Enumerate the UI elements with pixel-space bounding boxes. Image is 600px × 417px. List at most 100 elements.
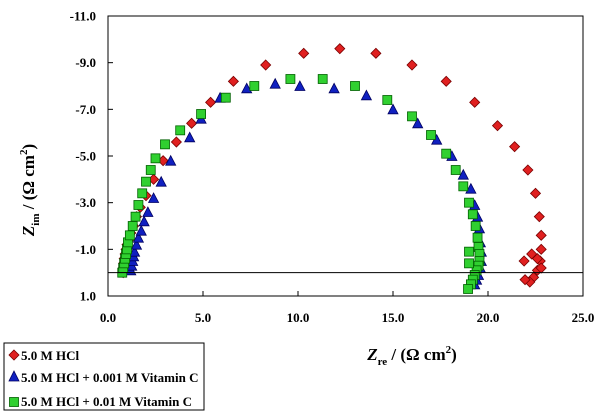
- x-axis-title-sub: re: [378, 356, 388, 368]
- y-tick-label: -3.0: [75, 195, 96, 210]
- data-point: [334, 43, 346, 55]
- data-point: [491, 120, 504, 132]
- data-point: [412, 117, 424, 129]
- data-point: [522, 164, 534, 176]
- data-point: [470, 221, 481, 231]
- data-point: [249, 81, 260, 91]
- x-axis-title-close: ): [451, 345, 457, 364]
- legend-frame: [3, 342, 205, 411]
- data-point: [294, 80, 306, 91]
- data-point: [128, 245, 141, 257]
- data-point: [170, 136, 182, 148]
- data-point: [441, 148, 452, 159]
- y-axis-title-sub: im: [30, 214, 42, 226]
- diamond-marker-icon: [8, 349, 20, 361]
- data-point: [450, 165, 461, 175]
- data-point: [458, 181, 469, 192]
- x-axis-title-unit: / (Ω cm: [387, 345, 445, 364]
- data-point: [186, 117, 198, 129]
- data-point: [155, 175, 167, 187]
- x-tick-label: 20.0: [477, 310, 500, 325]
- data-point: [141, 176, 151, 187]
- y-tick-label: -9.0: [75, 55, 96, 70]
- x-tick-label: 15.0: [382, 310, 405, 325]
- data-point: [147, 192, 160, 203]
- data-point: [150, 153, 161, 164]
- y-axis-title-unit: / (Ω cm: [19, 155, 38, 213]
- y-axis-title-main: Z: [19, 226, 38, 237]
- x-tick-label: 5.0: [195, 310, 211, 325]
- data-point: [533, 211, 545, 223]
- axis-layer: 0.0 5.0 10.0 15.0 20.0 25.0 1.0 -1.0 -3.0 -5.0 -7.…: [70, 9, 595, 326]
- data-point: [531, 253, 543, 265]
- data-point: [465, 182, 477, 194]
- data-point: [529, 187, 542, 199]
- data-point: [130, 211, 141, 222]
- y-tick-label: -11.0: [70, 9, 96, 24]
- data-point: [142, 206, 154, 217]
- y-tick-label: -1.0: [75, 242, 96, 257]
- data-point: [132, 231, 145, 243]
- x-axis-title-sup: 2: [446, 344, 452, 356]
- x-axis-title: Zre / (Ω cm2): [366, 344, 457, 368]
- data-point: [360, 89, 373, 101]
- data-point: [184, 131, 196, 143]
- data-point: [130, 238, 143, 250]
- y-axis-title: Zim / (Ω cm2): [18, 144, 42, 237]
- x-axis-title-main: Z: [366, 345, 377, 364]
- plot-layer: [117, 43, 547, 294]
- data-point: [467, 209, 478, 220]
- square-marker-icon: [9, 397, 19, 407]
- data-point: [464, 258, 474, 269]
- data-point: [127, 221, 138, 231]
- data-point: [135, 224, 147, 236]
- data-point: [387, 103, 399, 115]
- data-point: [160, 139, 170, 150]
- data-point: [382, 95, 393, 105]
- data-point: [519, 274, 531, 286]
- data-point: [464, 197, 474, 208]
- series-group: [117, 74, 485, 294]
- data-point: [124, 230, 135, 241]
- data-point: [145, 165, 156, 175]
- data-point: [407, 111, 417, 122]
- data-point: [220, 92, 231, 103]
- y-tick-label: -7.0: [75, 102, 96, 117]
- triangle-marker-icon: [8, 370, 20, 382]
- data-point: [328, 82, 340, 94]
- data-point: [260, 59, 272, 71]
- series-group: [125, 77, 488, 290]
- y-tick-label: 1.0: [80, 289, 96, 304]
- data-point: [518, 255, 530, 267]
- data-point: [227, 75, 239, 87]
- legend-item: 5.0 M HCl + 0.01 M Vitamin C: [9, 394, 192, 409]
- data-point: [509, 141, 521, 153]
- data-point: [175, 125, 186, 136]
- data-point: [406, 59, 418, 71]
- plot-area-frame: [107, 15, 584, 297]
- data-point: [469, 96, 481, 108]
- data-point: [463, 284, 473, 294]
- legend-label: 5.0 M HCl + 0.001 M Vitamin C: [21, 370, 198, 385]
- x-tick-label: 0.0: [100, 310, 116, 325]
- data-point: [165, 154, 177, 166]
- x-tick-label: 10.0: [287, 310, 310, 325]
- data-point: [535, 229, 547, 241]
- y-axis-title-sup: 2: [18, 149, 30, 155]
- legend-label: 5.0 M HCl + 0.01 M Vitamin C: [21, 394, 192, 409]
- data-point: [457, 168, 469, 180]
- legend-label: 5.0 M HCl: [21, 348, 80, 363]
- legend-item: 5.0 M HCl: [8, 348, 80, 363]
- y-axis-title-close: ): [19, 144, 38, 150]
- data-point: [370, 47, 382, 59]
- x-tick-label: 25.0: [572, 310, 595, 325]
- y-tick-label: -5.0: [75, 149, 96, 164]
- data-point: [426, 130, 436, 140]
- data-point: [350, 81, 360, 91]
- data-point: [196, 109, 207, 119]
- data-point: [440, 75, 452, 87]
- data-point: [317, 74, 328, 84]
- legend-item: 5.0 M HCl + 0.001 M Vitamin C: [8, 370, 198, 385]
